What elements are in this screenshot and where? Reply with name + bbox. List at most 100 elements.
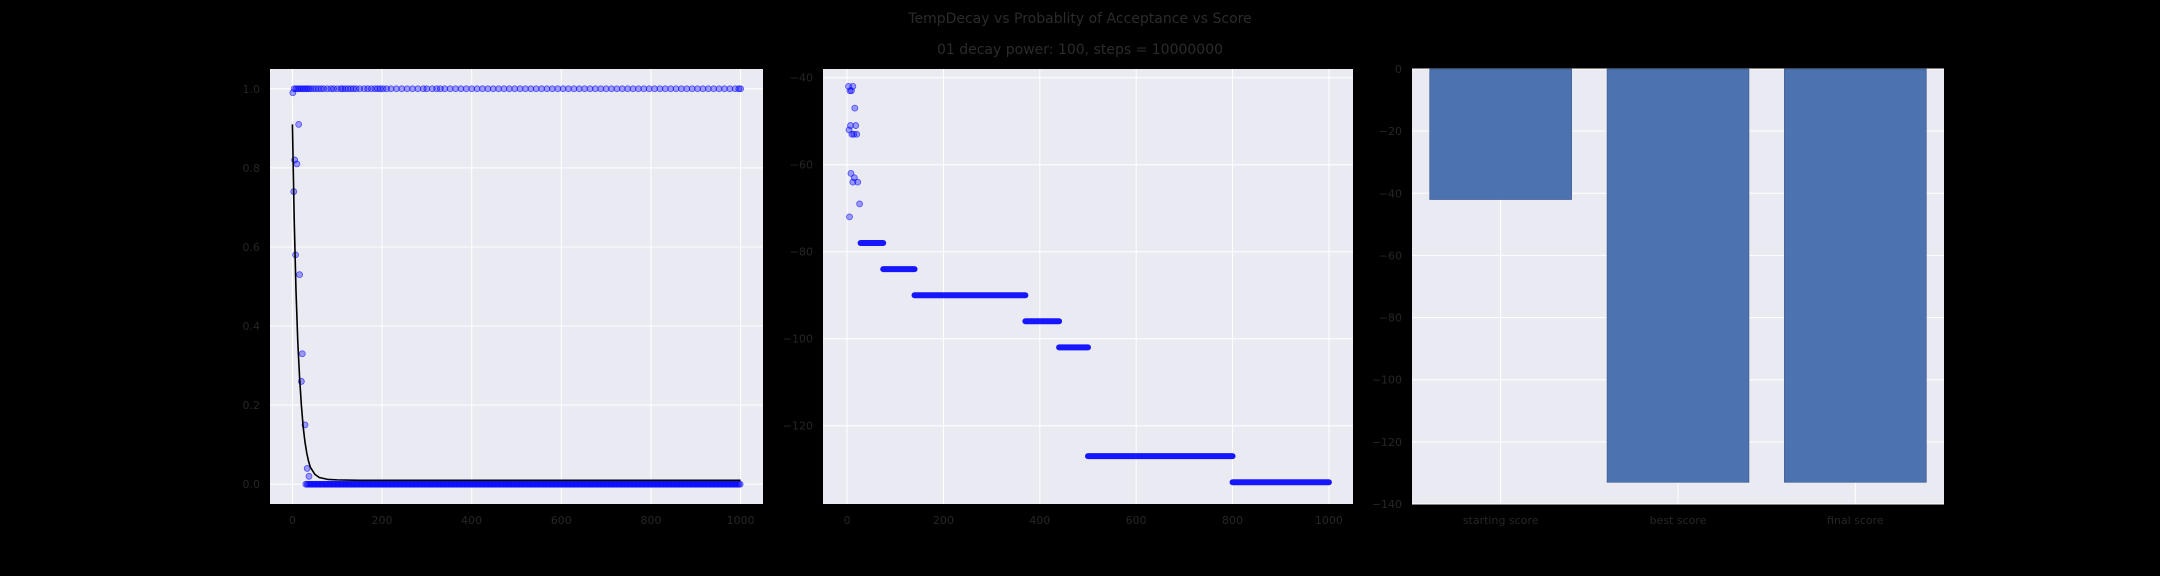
bar [1429,68,1572,200]
scatter-point [694,85,701,93]
scatter-point [289,89,297,97]
scatter-point [320,85,328,93]
scatter-point [575,85,583,93]
scatter-point [586,85,594,93]
y-tick-label: −140 [1372,498,1402,511]
scatter-point [392,85,400,93]
y-tick-label: −120 [1372,436,1402,449]
scatter-point [645,85,653,93]
scatter-point [484,85,492,93]
y-tick-label: 0.8 [243,162,261,175]
score-trace-chart: −120 −100 −80 −60 −40 0 200 400 600 800 1000 [783,69,1353,527]
y-tick-label: 0.0 [243,478,261,491]
x-tick-label: 600 [1126,514,1147,527]
x-tick-label: starting score [1463,514,1539,527]
scatter-point [290,85,298,93]
scatter-point [661,85,669,93]
scatter-point [441,85,449,93]
plot-area [823,69,1353,504]
score-summary-bar-chart: −140 −120 −100 −80 −60 −40 −20 0 starting score b… [1372,63,1944,527]
scatter-point [548,85,556,93]
scatter-point [293,160,301,168]
scatter-point [414,85,422,93]
y-tick-label: −120 [783,420,813,433]
bar [1606,68,1750,483]
scatter-point [295,120,303,128]
scatter-point [591,85,599,93]
scatter-point [853,130,861,138]
scatter-point [672,85,680,93]
scatter-point [624,85,632,93]
scatter-point [715,85,723,93]
scatter-point [296,85,303,93]
scatter-point [737,85,744,93]
scatter-point [683,85,691,93]
scatter-point [516,85,524,93]
scatter-point [849,83,857,90]
y-tick-label: −80 [790,246,813,259]
y-tick-label: 0.4 [243,320,261,333]
x-tick-label: 1000 [727,514,755,527]
y-tick-label: 1.0 [243,83,261,96]
x-tick-label: 400 [1029,514,1050,527]
scatter-point [618,85,626,93]
scatter-point [297,85,305,93]
scatter-point [301,85,309,93]
y-tick-label: −40 [790,72,813,85]
scatter-point [333,85,341,93]
plot-area [270,69,763,504]
scatter-point [409,85,416,93]
scatter-point [851,104,859,112]
scatter-point [731,85,739,93]
scatter-point [305,472,313,480]
scatter-point [500,85,508,93]
scatter-point [532,85,540,93]
scatter-point [559,85,567,93]
scatter-point [856,200,864,208]
scatter-point [452,85,459,93]
y-tick-label: −40 [1379,187,1402,200]
y-tick-label: −100 [783,333,813,346]
scatter-point [299,85,307,93]
y-tick-label: −60 [790,159,813,172]
x-tick-label: 200 [933,514,954,527]
x-tick-label: 800 [1222,514,1243,527]
x-tick-label: 1000 [1315,514,1343,527]
x-tick-label: 0 [844,514,851,527]
x-tick-label: 800 [640,514,661,527]
scatter-point [688,85,696,93]
decay-curve-line [291,124,741,482]
scatter-point [527,85,535,93]
x-tick-label: best score [1650,514,1707,527]
scatter-point [433,85,441,93]
scatter-point [847,122,854,129]
scatter-point [629,85,637,93]
x-tick-label: 400 [461,514,482,527]
bar [1784,68,1927,483]
scatter-point [721,85,728,93]
scatter-point [330,85,338,93]
acceptance-probability-chart: 0.0 0.2 0.4 0.6 0.8 1.0 0 200 400 600 800 1000 [243,69,763,527]
scatter-point [489,85,497,93]
scatter-point [704,85,712,93]
y-tick-label: 0.2 [243,399,261,412]
y-tick-label: 0.6 [243,241,261,254]
scatter-point [403,85,411,93]
figure-subtitle: 01 decay power: 100, steps = 10000000 [937,42,1223,58]
scatter-point [387,85,395,93]
scatter-point [854,178,862,186]
scatter-point [848,130,856,138]
scatter-point [511,85,519,93]
scatter-point [495,85,502,93]
scatter-point [678,85,685,93]
scatter-point [364,85,372,93]
scatter-point [726,85,734,93]
scatter-point [538,85,545,93]
scatter-point [635,85,642,93]
scatter-point [457,85,465,93]
scatter-point [298,350,306,358]
scatter-point [462,85,470,93]
scatter-point [419,85,427,93]
x-tick-label: 0 [289,514,296,527]
scatter-point [554,85,562,93]
